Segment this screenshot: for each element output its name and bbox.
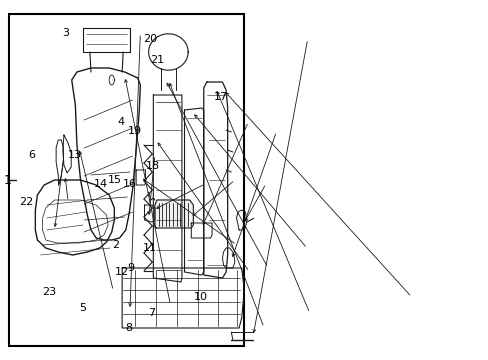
Text: 12: 12	[115, 267, 129, 277]
Text: 10: 10	[193, 292, 207, 302]
Text: 14: 14	[93, 179, 107, 189]
Text: 2: 2	[112, 240, 119, 250]
Text: 23: 23	[42, 287, 57, 297]
Text: 17: 17	[214, 92, 228, 102]
Text: 1: 1	[3, 174, 11, 186]
Text: 7: 7	[147, 308, 155, 318]
Text: 11: 11	[142, 243, 157, 253]
Text: 15: 15	[107, 175, 121, 185]
Text: 4: 4	[117, 117, 124, 127]
Text: 16: 16	[122, 179, 136, 189]
Text: 19: 19	[127, 126, 142, 136]
Text: 21: 21	[150, 55, 164, 66]
Text: 3: 3	[62, 28, 69, 38]
Text: 6: 6	[28, 150, 35, 160]
Text: 22: 22	[20, 197, 34, 207]
Text: 5: 5	[79, 303, 86, 313]
Text: 13: 13	[68, 150, 82, 160]
Polygon shape	[155, 200, 193, 228]
Text: 20: 20	[142, 34, 157, 44]
Text: 8: 8	[124, 323, 132, 333]
Text: 18: 18	[145, 161, 159, 171]
Text: 9: 9	[127, 263, 134, 273]
